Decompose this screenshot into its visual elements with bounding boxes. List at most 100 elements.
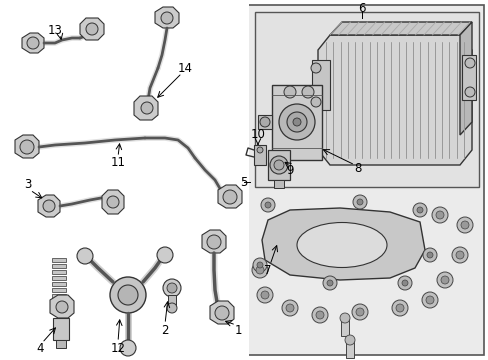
Bar [273,180,284,188]
Circle shape [435,211,443,219]
Circle shape [279,104,314,140]
Circle shape [323,276,336,290]
Circle shape [292,118,301,126]
Bar [52,294,66,298]
Circle shape [345,335,354,345]
Circle shape [310,97,320,107]
Circle shape [273,160,284,170]
Circle shape [163,279,181,297]
Circle shape [161,12,173,24]
Circle shape [20,140,34,154]
Bar [52,270,66,274]
Circle shape [326,280,332,286]
Circle shape [355,308,363,316]
Circle shape [157,247,173,263]
Circle shape [286,112,306,132]
Circle shape [167,303,177,313]
Circle shape [339,313,349,323]
Circle shape [257,287,272,303]
Circle shape [425,296,433,304]
Circle shape [56,301,68,313]
Bar [52,282,66,286]
Circle shape [460,221,468,229]
Circle shape [27,37,39,49]
Text: 9: 9 [285,163,293,176]
Circle shape [464,58,474,68]
Bar [267,150,289,180]
Polygon shape [102,190,124,214]
Polygon shape [155,7,179,28]
Circle shape [43,200,55,212]
Circle shape [397,276,411,290]
Polygon shape [209,301,234,324]
Circle shape [351,304,367,320]
Circle shape [422,248,436,262]
Bar [53,318,69,340]
Bar [258,115,271,129]
Circle shape [269,156,287,174]
Circle shape [310,63,320,73]
Circle shape [120,340,136,356]
Text: 6: 6 [358,1,365,14]
Circle shape [261,291,268,299]
Circle shape [440,276,448,284]
Text: 14: 14 [177,62,192,75]
Polygon shape [329,22,471,35]
Text: 7: 7 [264,264,271,276]
Text: 12: 12 [110,342,125,355]
Circle shape [223,190,237,204]
Bar [56,340,66,348]
Circle shape [77,248,93,264]
Polygon shape [134,96,158,120]
Polygon shape [202,230,225,253]
Circle shape [110,277,146,313]
Text: 2: 2 [161,324,168,337]
Circle shape [455,251,463,259]
Circle shape [451,247,467,263]
Circle shape [401,280,407,286]
Text: 1: 1 [234,324,241,337]
Circle shape [118,285,138,305]
Circle shape [167,283,177,293]
Bar [254,12,478,187]
Text: 11: 11 [110,156,125,168]
Text: 8: 8 [354,162,361,175]
Bar [247,5,483,355]
Circle shape [261,198,274,212]
Circle shape [251,262,267,278]
Bar [168,295,176,307]
Circle shape [315,311,324,319]
Circle shape [464,87,474,97]
Bar [311,60,329,110]
Circle shape [391,300,407,316]
Bar [340,318,348,336]
Polygon shape [262,208,424,280]
Polygon shape [50,295,74,318]
Circle shape [426,252,432,258]
Circle shape [416,207,422,213]
Bar [52,264,66,268]
Circle shape [257,147,263,153]
Circle shape [302,86,313,98]
Bar [271,85,321,160]
Bar [52,288,66,292]
Circle shape [395,304,403,312]
Circle shape [141,102,153,114]
Bar [461,55,475,100]
Polygon shape [38,195,60,217]
Text: 13: 13 [47,23,62,36]
Bar [52,276,66,280]
Polygon shape [22,33,44,53]
Circle shape [260,117,269,127]
Text: 3: 3 [24,179,32,192]
Bar [253,145,265,165]
Circle shape [421,292,437,308]
Circle shape [431,207,447,223]
Polygon shape [218,185,242,208]
Circle shape [264,202,270,208]
Circle shape [215,306,228,320]
Circle shape [107,196,119,208]
Ellipse shape [296,222,386,267]
Circle shape [412,203,426,217]
Polygon shape [15,135,39,158]
